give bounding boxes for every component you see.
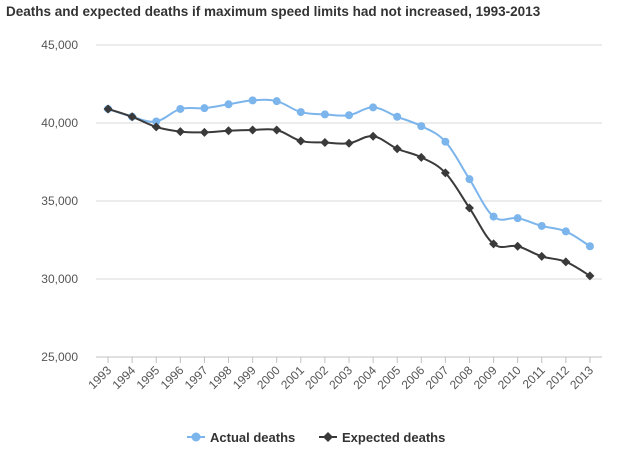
x-tick-label: 1999 <box>230 363 259 392</box>
actual-deaths-point <box>465 175 474 184</box>
expected-deaths-point <box>127 112 137 122</box>
x-tick-label: 2000 <box>254 363 283 392</box>
actual-deaths-point <box>320 110 329 119</box>
expected-deaths-point <box>416 152 426 162</box>
x-tick-label: 2009 <box>471 363 500 392</box>
actual-deaths-point <box>441 137 450 146</box>
x-tick-label: 1995 <box>134 363 163 392</box>
expected-deaths-point <box>320 138 330 147</box>
actual-deaths-point <box>152 117 161 126</box>
x-tick-label: 2003 <box>326 363 355 392</box>
expected-deaths-point <box>368 131 378 141</box>
x-tick-label: 2011 <box>520 363 548 391</box>
expected-deaths-point <box>296 136 306 146</box>
expected-deaths-point <box>175 127 185 137</box>
actual-deaths-point <box>224 100 233 109</box>
y-tick-label: 40,000 <box>41 116 78 130</box>
x-tick-label: 1996 <box>158 363 187 392</box>
actual-deaths-point <box>248 96 257 105</box>
legend-expected-deaths-marker <box>323 432 333 442</box>
actual-deaths-point <box>345 111 353 120</box>
actual-deaths-line <box>107 98 591 248</box>
expected-deaths-point <box>513 241 523 251</box>
x-tick-label: 2010 <box>495 363 524 392</box>
y-tick-label: 45,000 <box>41 38 78 52</box>
x-tick-label: 1994 <box>109 363 138 392</box>
expected-deaths-point <box>248 125 258 135</box>
expected-deaths-point <box>537 251 547 261</box>
y-tick-label: 35,000 <box>41 194 78 208</box>
x-tick-label: 1997 <box>182 363 211 392</box>
y-tick-label: 30,000 <box>41 272 78 286</box>
actual-deaths-point <box>417 122 426 131</box>
x-tick-label: 2005 <box>375 363 404 392</box>
expected-deaths-point <box>272 125 282 135</box>
actual-deaths-point <box>489 212 498 221</box>
x-tick-label: 2004 <box>350 363 379 392</box>
x-tick-label: 1993 <box>85 363 114 392</box>
legend-actual-deaths-label: Actual deaths <box>210 430 295 445</box>
expected-deaths-point <box>199 127 209 137</box>
expected-deaths-point <box>344 138 354 148</box>
y-tick-label: 25,000 <box>41 350 78 364</box>
actual-deaths-point <box>176 104 185 113</box>
expected-deaths-point <box>489 239 499 249</box>
expected-deaths-point <box>103 104 113 114</box>
legend-actual-deaths-marker <box>191 432 201 442</box>
x-tick-label: 2001 <box>278 363 307 392</box>
x-tick-label: 2006 <box>399 363 428 392</box>
x-tick-label: 1998 <box>206 363 235 392</box>
x-tick-label: 2012 <box>543 363 572 392</box>
expected-deaths-point <box>561 257 571 267</box>
actual-deaths-point <box>561 227 570 236</box>
expected-deaths-point <box>585 271 595 281</box>
actual-deaths-point <box>585 242 594 251</box>
actual-deaths-point <box>369 103 378 112</box>
expected-deaths-point <box>464 203 474 213</box>
actual-deaths-point <box>200 104 209 113</box>
expected-deaths-point <box>440 168 450 178</box>
chart-title: Deaths and expected deaths if maximum sp… <box>6 4 541 19</box>
x-tick-label: 2007 <box>423 363 452 392</box>
x-tick-label: 2008 <box>447 363 476 392</box>
x-tick-label: 2013 <box>567 363 596 392</box>
actual-deaths-point <box>296 108 305 117</box>
expected-deaths-point <box>392 144 402 154</box>
actual-deaths-point <box>537 221 546 230</box>
actual-deaths-point <box>393 112 402 121</box>
actual-deaths-point <box>513 214 522 223</box>
actual-deaths-point <box>272 97 281 106</box>
legend-expected-deaths-label: Expected deaths <box>342 430 445 445</box>
expected-deaths-point <box>224 126 234 136</box>
expected-deaths-point <box>151 122 161 132</box>
x-tick-label: 2002 <box>302 363 331 392</box>
